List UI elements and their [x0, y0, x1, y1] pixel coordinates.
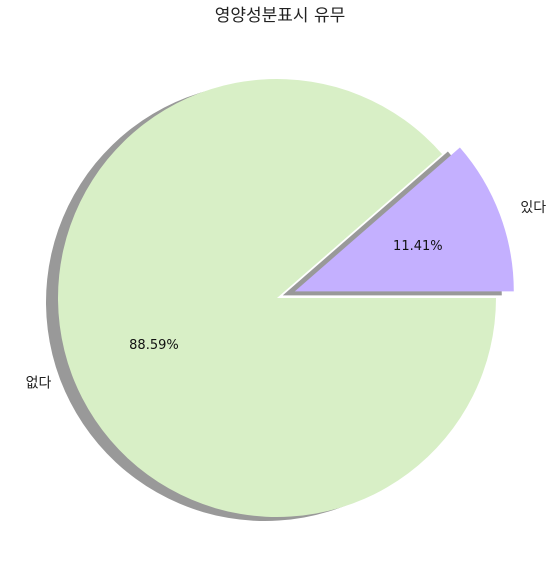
pie-percent-label-0: 11.41% [393, 239, 443, 254]
pie-slice-0 [294, 147, 514, 292]
chart-title: 영양성분표시 유무 [215, 6, 346, 26]
pie-category-label-0: 있다 [520, 200, 546, 216]
pie-labels: 있다 11.41% 없다 88.59% [26, 200, 547, 392]
pie-category-label-1: 없다 [26, 376, 52, 392]
pie-percent-label-1: 88.59% [129, 338, 179, 353]
pie-slices [57, 79, 514, 518]
pie-slice-1 [57, 79, 497, 518]
